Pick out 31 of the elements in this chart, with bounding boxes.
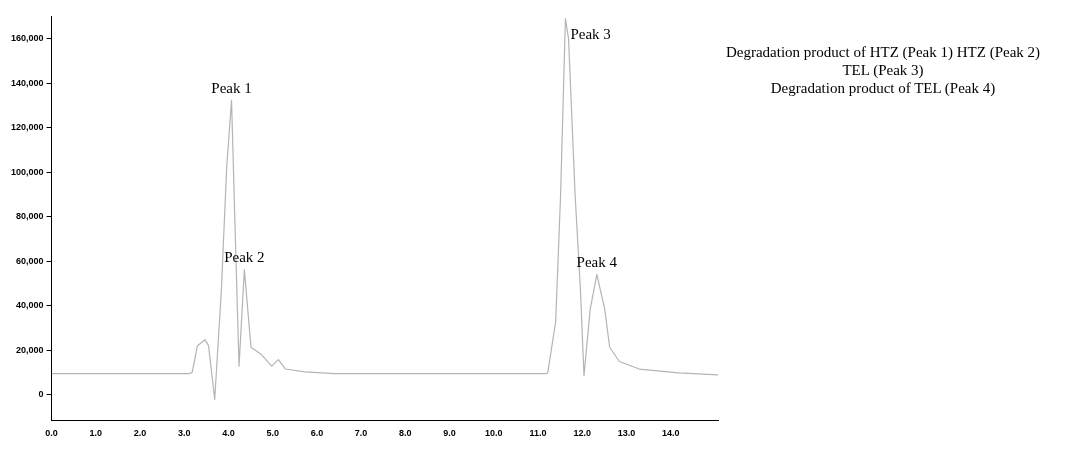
x-tick-label: 10.0 [485,428,503,439]
y-tick-label: 100,000 [10,166,44,177]
annotation: Peak 1 [211,79,252,96]
x-tick-label: 14.0 [661,428,680,439]
annotation: Peak 4 [576,253,618,270]
x-tick-label: 12.0 [573,428,591,439]
y-tick-label: 20,000 [16,344,44,355]
x-tick-label: 2.0 [133,428,147,439]
x-tick-label: 8.0 [399,428,412,439]
y-tick-label: 0 [38,389,44,400]
x-tick-label: 11.0 [529,428,547,439]
text: Degradation product of HTZ (Peak 1) HTZ (Peak 2) [725,44,1041,62]
x-tick-label: 1.0 [89,428,103,439]
x-tick-label: 7.0 [354,428,368,439]
y-tick-label: 60,000 [16,255,44,266]
x-tick-label: 3.0 [177,428,191,439]
text: TEL (Peak 3) [842,62,924,80]
y-tick-label: 120,000 [10,122,44,133]
y-tick-label: 140,000 [10,77,44,88]
y-tick-label: 80,000 [16,211,44,222]
y-tick-label: 40,000 [16,300,44,311]
x-tick-label: 0.0 [45,428,58,439]
x-tick-label: 6.0 [310,428,324,439]
annotation: Peak 2 [224,249,265,266]
x-tick-label: 9.0 [443,428,456,439]
annotation: Peak 3 [570,26,611,43]
y-tick-label: 160,000 [10,33,44,44]
x-tick-label: 5.0 [266,428,279,439]
x-tick-label: 13.0 [617,428,636,439]
x-tick-label: 4.0 [222,428,235,439]
text: Degradation product of TEL (Peak 4) [770,80,996,98]
